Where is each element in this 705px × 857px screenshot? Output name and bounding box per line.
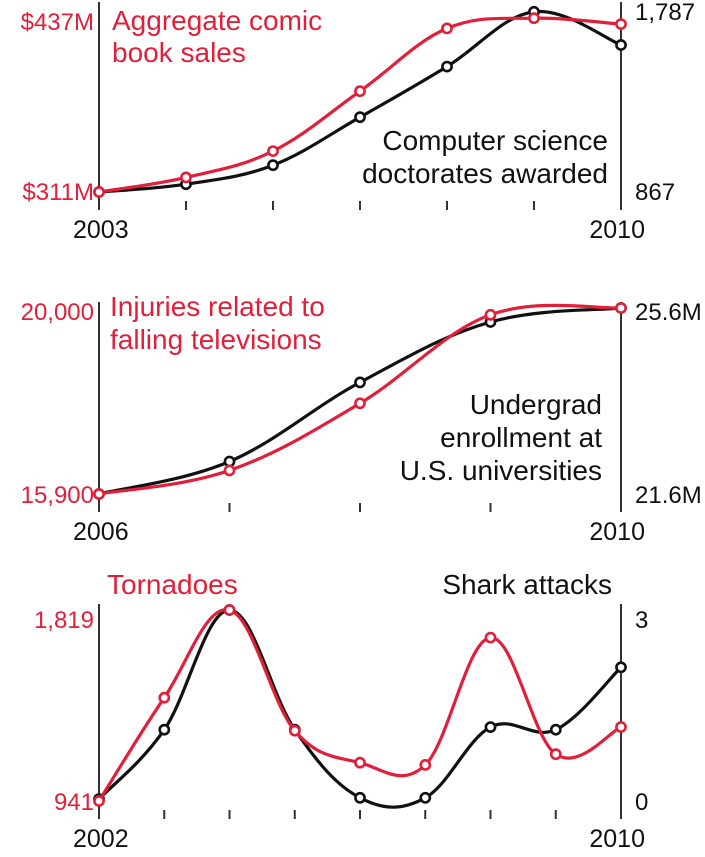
data-point-red bbox=[93, 488, 105, 500]
data-point-red bbox=[549, 748, 562, 761]
right-axis-max-label: 1,787 bbox=[635, 0, 695, 26]
data-point-red bbox=[354, 756, 366, 769]
data-point-black bbox=[615, 661, 627, 674]
red-series-label: Injuries related to bbox=[110, 291, 325, 322]
x-tick-label-end: 2010 bbox=[589, 825, 645, 852]
data-point-black bbox=[354, 376, 366, 389]
data-point-red bbox=[180, 171, 192, 184]
black-series-label: enrollment at bbox=[440, 422, 602, 453]
chart-panel-3: 2002 2010 1,819 941 3 0 Tornadoes Shark attacks bbox=[34, 569, 648, 853]
data-point-red bbox=[441, 22, 453, 35]
x-tick-label-start: 2002 bbox=[73, 825, 129, 852]
x-tick-label-end: 2010 bbox=[589, 216, 645, 244]
red-series-label: book sales bbox=[112, 37, 246, 68]
data-point-red bbox=[615, 18, 627, 30]
data-point-red bbox=[484, 308, 497, 321]
data-point-red bbox=[528, 12, 540, 25]
left-axis-min-label: 941 bbox=[54, 789, 94, 816]
right-axis-max-label: 25.6M bbox=[635, 299, 702, 326]
data-point-black bbox=[484, 721, 497, 733]
data-point-red bbox=[223, 464, 236, 477]
data-point-black bbox=[549, 723, 562, 736]
data-point-red bbox=[93, 186, 105, 198]
data-point-black bbox=[615, 39, 627, 51]
left-axis-min-label: 15,900 bbox=[21, 482, 94, 509]
data-point-black bbox=[354, 791, 366, 804]
data-point-red bbox=[615, 302, 627, 314]
right-axis-min-label: 0 bbox=[635, 789, 648, 816]
chart-panel-1: 2003 2010 $437M $311M 1,787 867 Aggregate comi… bbox=[21, 0, 695, 244]
chart-panel-2: 2006 2010 20,000 15,900 25.6M 21.6M Injuries r… bbox=[21, 291, 702, 546]
left-axis-max-label: 1,819 bbox=[34, 607, 94, 634]
data-point-red bbox=[223, 604, 236, 616]
data-point-black bbox=[354, 111, 366, 124]
data-point-red bbox=[419, 759, 432, 771]
data-point-black bbox=[267, 159, 279, 172]
data-point-black bbox=[158, 723, 171, 736]
right-axis-max-label: 3 bbox=[635, 607, 648, 634]
data-point-red bbox=[93, 795, 105, 807]
data-point-red bbox=[267, 145, 279, 157]
x-tick-label-start: 2003 bbox=[73, 216, 129, 244]
left-axis-max-label: 20,000 bbox=[21, 299, 94, 326]
data-point-red bbox=[615, 721, 627, 733]
right-axis-min-label: 21.6M bbox=[635, 482, 702, 509]
black-series-label: doctorates awarded bbox=[362, 158, 608, 189]
data-point-red bbox=[354, 85, 366, 98]
data-point-black bbox=[441, 60, 453, 73]
red-series-label: falling televisions bbox=[110, 324, 322, 355]
data-point-red bbox=[354, 397, 366, 410]
black-series-label: Computer science bbox=[382, 125, 608, 156]
black-series-label: Undergrad bbox=[470, 389, 602, 420]
data-point-black bbox=[419, 791, 432, 804]
right-axis-min-label: 867 bbox=[635, 179, 675, 206]
left-axis-min-label: $311M bbox=[22, 179, 94, 206]
left-axis-max-label: $437M bbox=[21, 9, 94, 36]
red-series-label: Aggregate comic bbox=[112, 5, 322, 36]
black-series-label: Shark attacks bbox=[442, 569, 612, 600]
series-line-black bbox=[97, 608, 623, 809]
black-series-label: U.S. universities bbox=[400, 455, 602, 486]
data-point-red bbox=[484, 631, 497, 644]
data-point-red bbox=[288, 724, 301, 737]
x-tick-label-end: 2010 bbox=[589, 518, 645, 546]
data-point-red bbox=[158, 691, 171, 704]
x-tick-label-start: 2006 bbox=[73, 518, 129, 546]
red-series-label: Tornadoes bbox=[107, 569, 238, 600]
